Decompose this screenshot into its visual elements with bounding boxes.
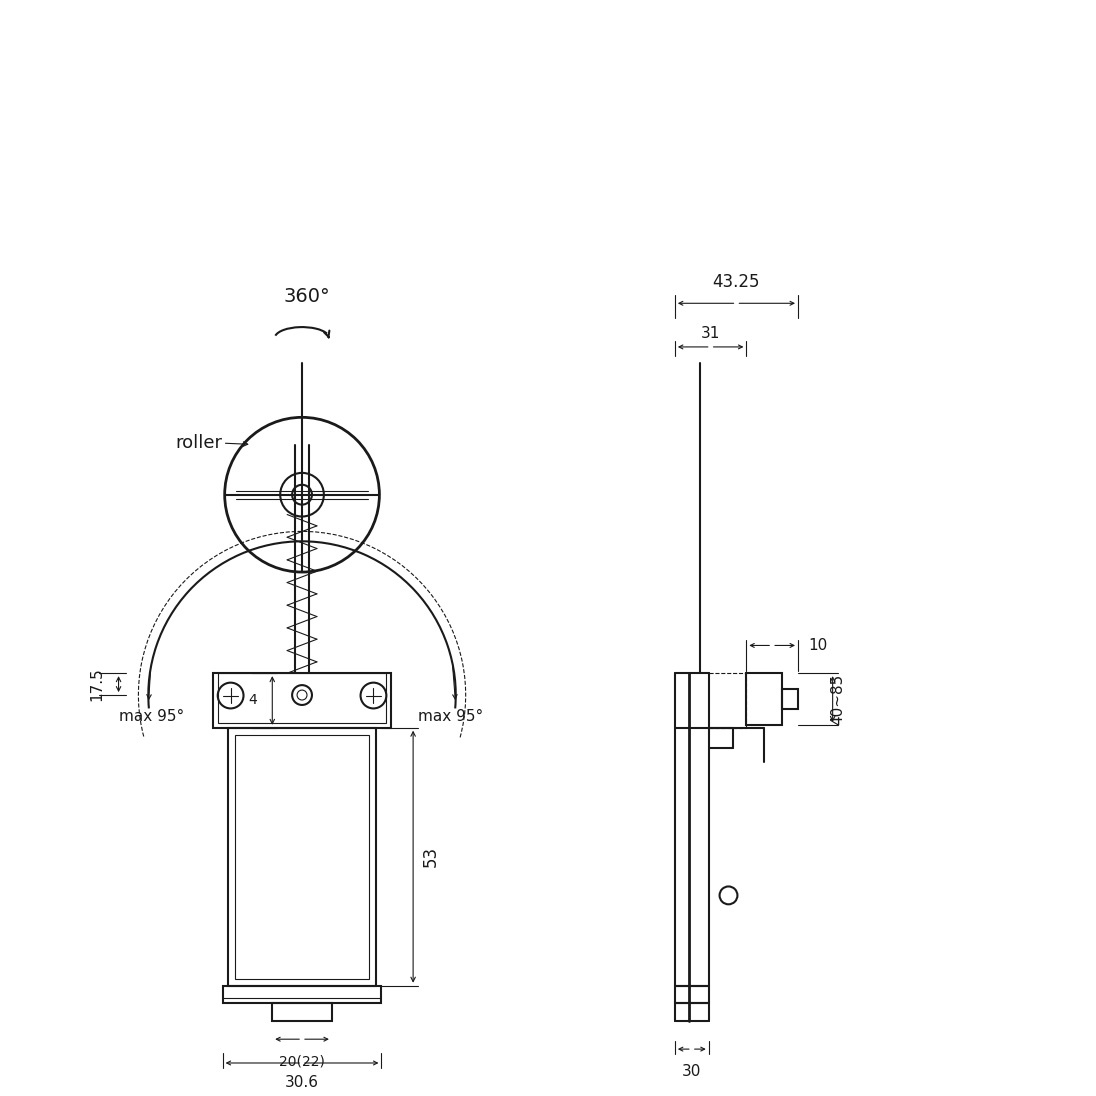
Text: 20(22): 20(22): [279, 1054, 326, 1069]
Text: 30.6: 30.6: [285, 1075, 319, 1089]
Text: 31: 31: [701, 326, 720, 341]
Text: 360°: 360°: [284, 287, 330, 306]
Bar: [222, 985, 381, 1004]
Text: max 95°: max 95°: [118, 709, 184, 724]
Bar: [783, 689, 798, 709]
Text: 53: 53: [422, 846, 439, 867]
Text: 17.5: 17.5: [89, 667, 104, 701]
Bar: [746, 673, 783, 724]
Text: 4: 4: [248, 694, 256, 708]
Text: 43.25: 43.25: [712, 273, 761, 292]
Bar: [218, 673, 386, 723]
Bar: [228, 728, 376, 985]
Text: 10: 10: [808, 638, 827, 653]
Bar: [235, 734, 369, 979]
Bar: [213, 673, 391, 728]
Text: 40~85: 40~85: [830, 673, 845, 724]
Text: roller: roller: [175, 434, 222, 453]
Text: max 95°: max 95°: [419, 709, 483, 724]
Bar: [272, 1004, 332, 1021]
Text: 30: 30: [682, 1064, 701, 1078]
